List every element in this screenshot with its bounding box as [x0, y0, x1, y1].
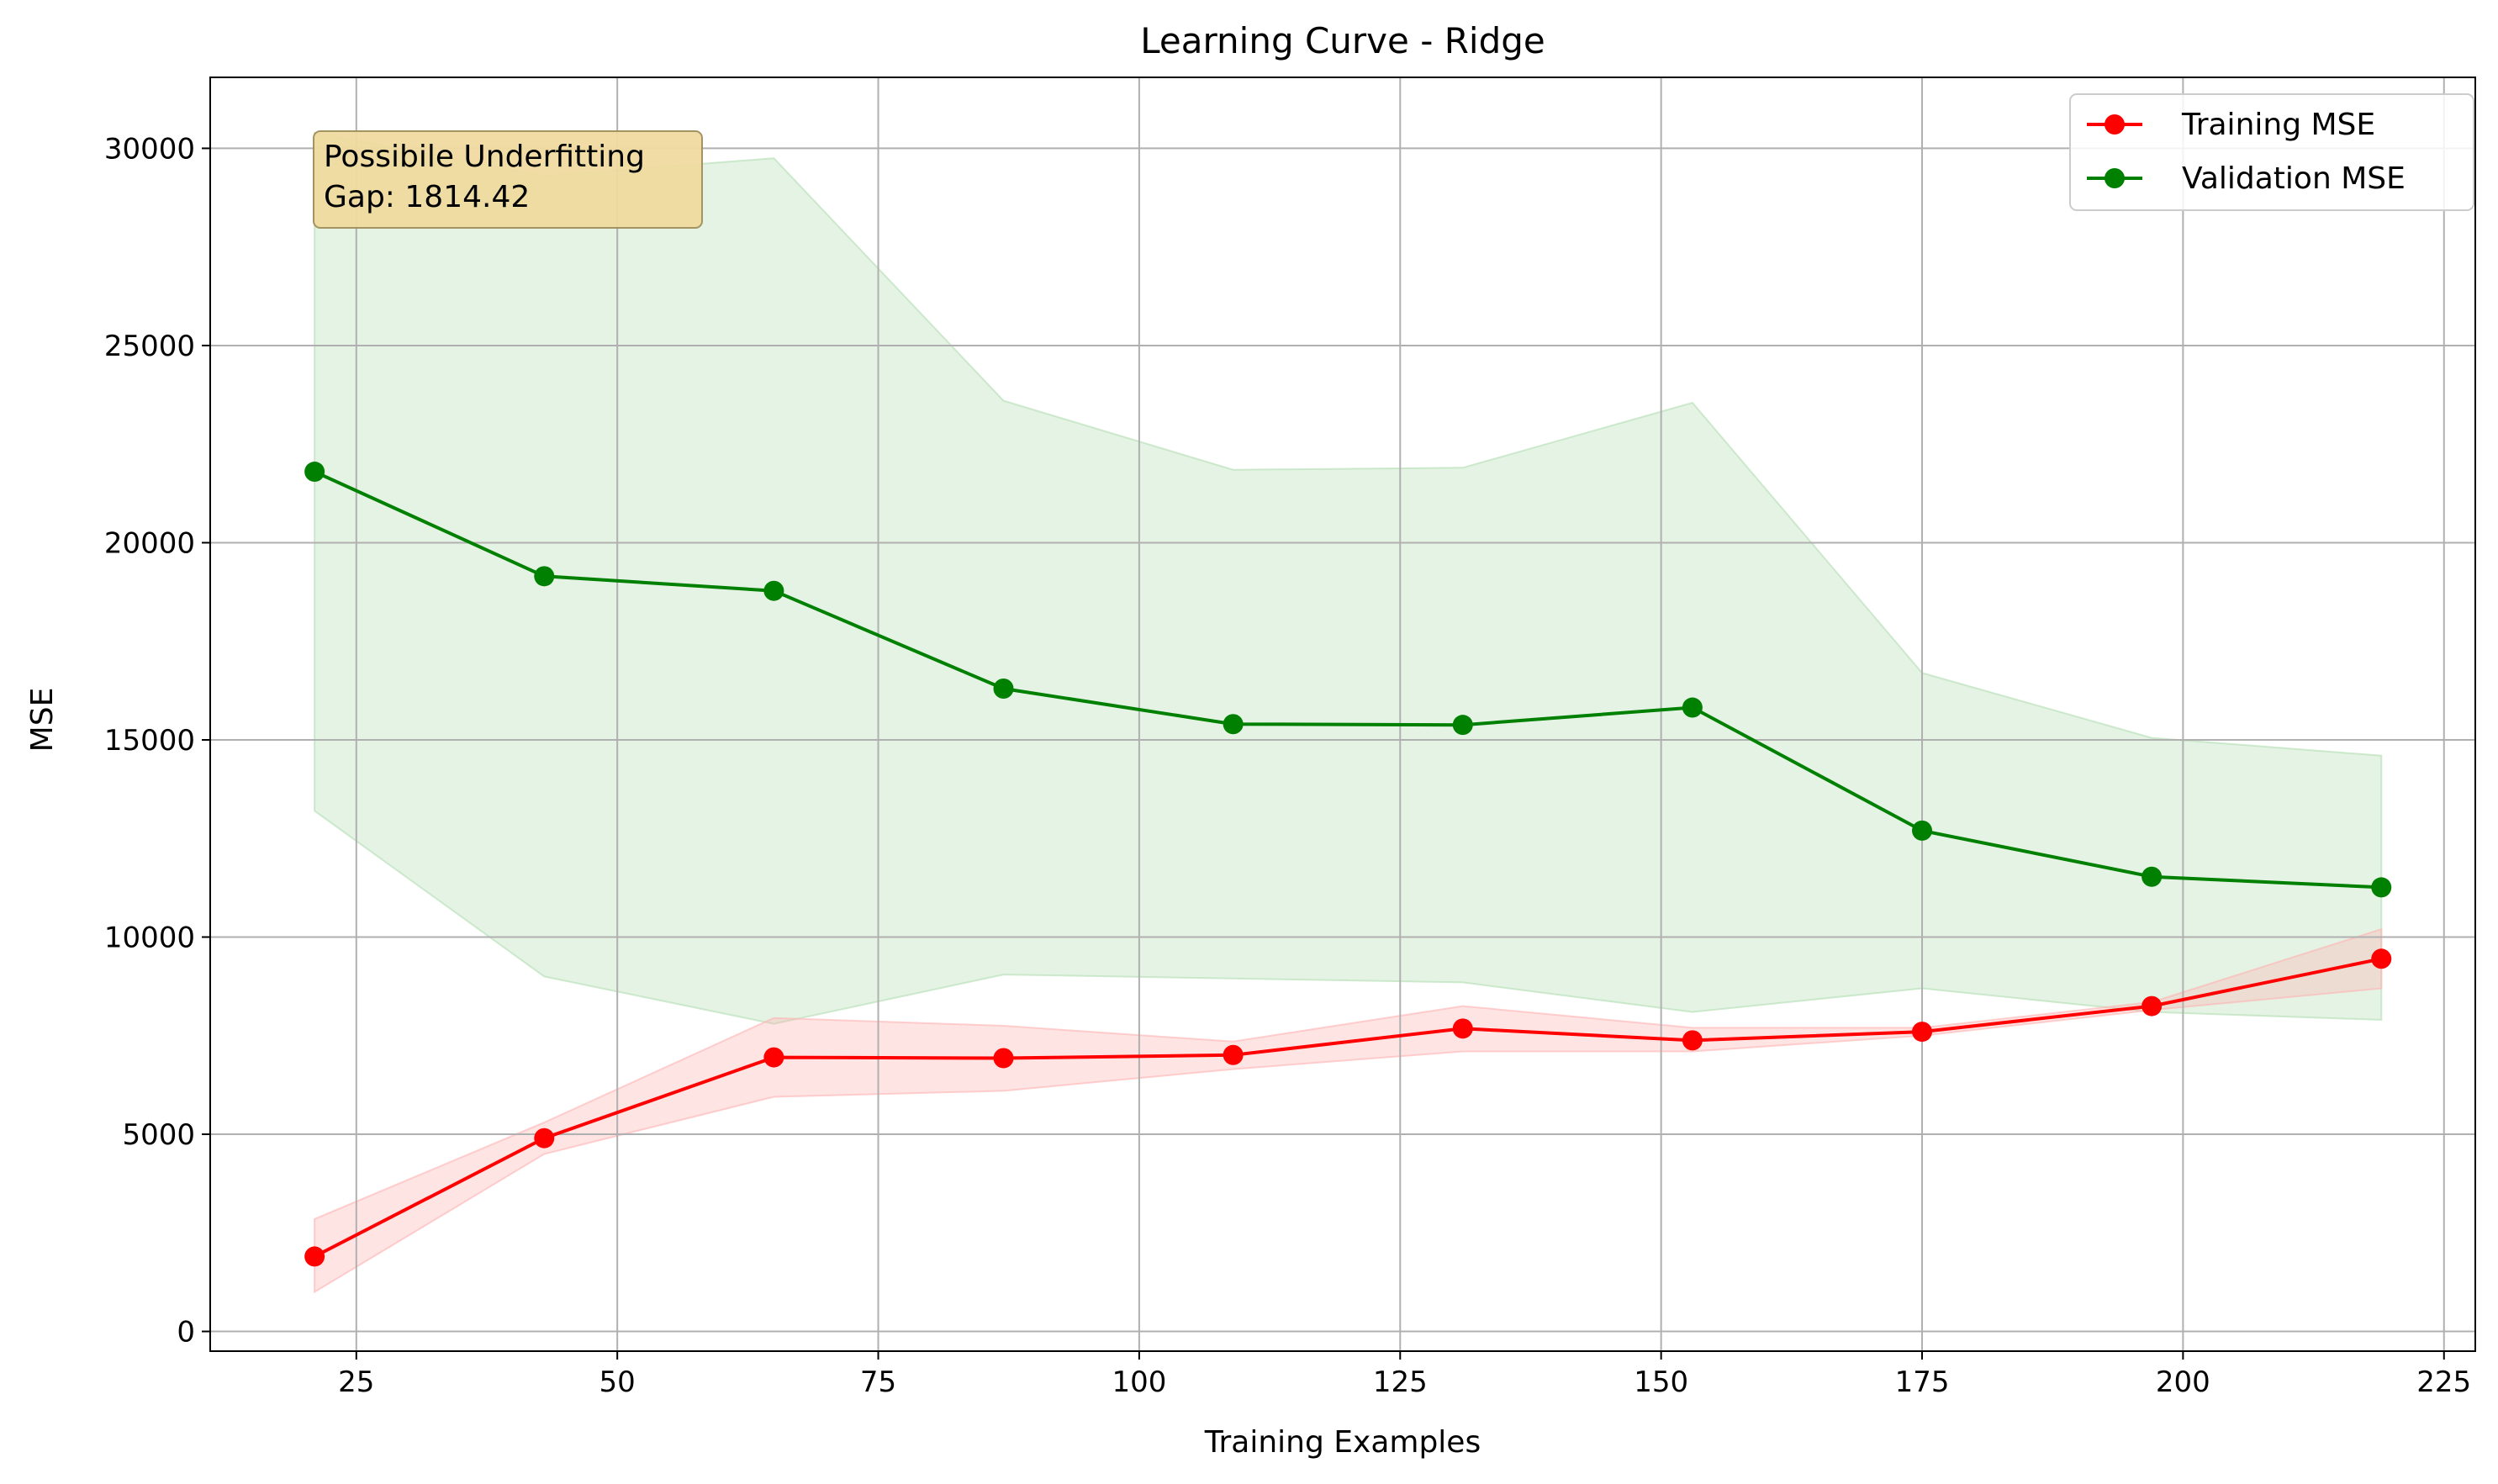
legend-training-swatch-marker: [2105, 114, 2125, 135]
annotation-line-2: Gap: 1814.42: [324, 180, 530, 214]
point-validation-mse: [1223, 714, 1244, 735]
y-tick-label: 15000: [104, 724, 195, 758]
legend-training-label: Training MSE: [2181, 108, 2375, 142]
annotation-box: Possibile Underfitting Gap: 1814.42: [313, 130, 703, 229]
x-tick-label: 175: [1895, 1365, 1950, 1399]
point-validation-mse: [304, 462, 325, 483]
chart-title: Learning Curve - Ridge: [1140, 20, 1545, 61]
x-tick-label: 200: [2156, 1365, 2210, 1399]
band-training-mse: [314, 927, 2383, 1294]
x-tick-label: 75: [860, 1365, 896, 1399]
legend: Training MSE Validation MSE: [2069, 93, 2474, 211]
point-validation-mse: [2371, 877, 2392, 898]
line-training-mse: [314, 957, 2382, 1259]
y-tick-label: 0: [177, 1316, 195, 1349]
grid-lines: [210, 77, 2475, 1351]
point-training-mse: [1912, 1022, 1933, 1043]
x-tick-label: 125: [1373, 1365, 1428, 1399]
point-validation-mse: [1912, 820, 1933, 841]
point-validation-mse: [763, 580, 784, 601]
legend-frame: [2069, 93, 2474, 211]
y-tick-label: 25000: [104, 330, 195, 363]
point-validation-mse: [534, 566, 555, 587]
point-validation-mse: [2142, 866, 2163, 887]
legend-validation-label: Validation MSE: [2182, 161, 2406, 196]
y-axis-title: MSE: [25, 688, 60, 753]
series-points: [304, 462, 2392, 1267]
y-tick-label: 10000: [104, 922, 195, 955]
x-axis-title: Training Examples: [1204, 1425, 1481, 1460]
point-validation-mse: [993, 679, 1014, 700]
annotation-background: [313, 130, 703, 229]
point-training-mse: [2142, 995, 2163, 1017]
point-training-mse: [534, 1128, 555, 1149]
annotation-line-1: Possibile Underfitting: [324, 140, 645, 174]
x-axis-ticks: 25 50 75 100 125 150 175 200 225: [338, 1351, 2471, 1399]
y-tick-label: 5000: [122, 1118, 195, 1152]
x-tick-label: 150: [1634, 1365, 1688, 1399]
series-lines: [314, 470, 2382, 1259]
point-training-mse: [2371, 948, 2392, 969]
x-tick-label: 100: [1112, 1365, 1166, 1399]
point-training-mse: [1452, 1018, 1473, 1039]
x-tick-label: 225: [2416, 1365, 2471, 1399]
x-tick-label: 25: [338, 1365, 374, 1399]
point-training-mse: [1682, 1030, 1703, 1051]
line-validation-mse: [314, 470, 2382, 890]
point-training-mse: [993, 1048, 1014, 1069]
x-tick-label: 50: [599, 1365, 636, 1399]
point-validation-mse: [1682, 697, 1703, 718]
y-axis-ticks: 0 5000 10000 15000 20000 25000 30000: [104, 132, 210, 1349]
point-validation-mse: [1452, 715, 1473, 736]
y-tick-label: 20000: [104, 526, 195, 560]
y-tick-label: 30000: [104, 132, 195, 166]
point-training-mse: [1223, 1044, 1244, 1065]
point-training-mse: [304, 1246, 325, 1267]
legend-validation-swatch-marker: [2105, 168, 2125, 188]
point-training-mse: [763, 1047, 784, 1068]
plot-frame: [209, 77, 2476, 1352]
